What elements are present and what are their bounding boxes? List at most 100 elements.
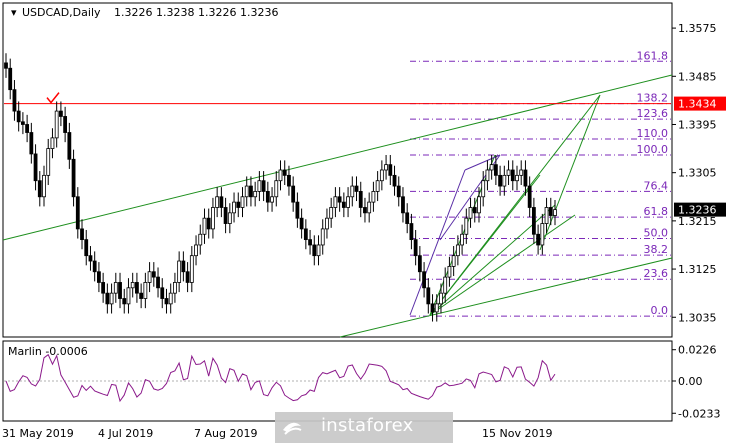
candle-body (388, 164, 393, 176)
candle (227, 203, 232, 234)
candle-body (219, 196, 224, 208)
candle (371, 181, 376, 212)
price-axis: 1.3575 1.3485 1.3395 1.3305 1.3215 1.3125 1.30… (672, 22, 726, 324)
candle (139, 283, 144, 309)
candle-body (434, 303, 439, 313)
candle-body (455, 244, 460, 257)
candle (80, 219, 84, 250)
candle-body (384, 164, 388, 171)
candle (477, 187, 481, 223)
indicator-line (5, 353, 556, 403)
candle-body (278, 169, 283, 182)
candle-body (130, 282, 135, 289)
candle-body (358, 191, 363, 208)
candle-body (464, 217, 469, 235)
price-tick-label: 1.3575 (678, 22, 717, 35)
candle-body (20, 121, 25, 125)
date-label: 15 Nov 2019 (482, 427, 552, 440)
candle (303, 219, 308, 250)
candle-body (337, 196, 342, 203)
candle (350, 176, 355, 207)
candle (291, 176, 296, 212)
candle-body (67, 132, 72, 160)
candle-body (177, 260, 182, 283)
fib-level-label: 0.0 (651, 304, 669, 317)
candle-body (156, 276, 160, 289)
price-tick-label: 1.3395 (678, 118, 717, 131)
candle (515, 165, 519, 191)
trend-line (539, 94, 601, 251)
candle (384, 155, 388, 180)
candle-body (202, 217, 207, 235)
candle (455, 235, 460, 266)
candle (447, 256, 452, 287)
candle (430, 294, 435, 322)
candle-body (227, 212, 232, 224)
candle-body (439, 292, 443, 305)
candle (320, 219, 325, 255)
fib-level-label: 138.2 (637, 92, 669, 105)
candle-body (160, 287, 165, 299)
candle (244, 176, 249, 207)
candle (105, 283, 110, 314)
candle (97, 262, 101, 293)
candle-body (249, 185, 253, 198)
price-tick-label: 1.3125 (678, 263, 717, 276)
candle-body (109, 292, 114, 305)
price-tick-label: 1.3485 (678, 70, 717, 83)
candle-body (460, 233, 464, 246)
candle (417, 246, 422, 282)
pitchfork-line (409, 169, 466, 316)
candle-body (481, 180, 486, 198)
candle (84, 229, 89, 266)
candle-body (468, 207, 473, 219)
candle (12, 80, 17, 121)
candle-body (316, 244, 321, 257)
candle (312, 235, 317, 266)
candle (257, 171, 262, 202)
candle-body (519, 169, 524, 176)
candle-body (206, 217, 211, 230)
candle (181, 251, 186, 282)
ohlc-values: 1.3226 1.3238 1.3226 1.3236 (114, 6, 278, 19)
trend-line (429, 214, 576, 316)
candle-body (443, 276, 448, 294)
candle (109, 283, 114, 314)
candle-body (375, 180, 380, 192)
candle-body (341, 201, 346, 208)
candle (67, 122, 72, 169)
candle (295, 192, 300, 228)
candle (118, 272, 122, 309)
marlin-indicator: 0.0226 0.00 -0.0233 (4, 344, 720, 420)
fib-level-label: 38.2 (644, 243, 669, 256)
candle (367, 192, 372, 223)
candle-body (63, 116, 68, 133)
candle (468, 197, 473, 228)
candle (20, 112, 25, 135)
candle (341, 192, 346, 218)
candle (282, 160, 287, 185)
candle-body (261, 180, 266, 192)
main-panel[interactable] (2, 2, 673, 338)
candle-body (168, 292, 173, 305)
price-tick-label: 1.3215 (678, 215, 717, 228)
watermark-text: instaforex (321, 415, 414, 436)
candle (439, 283, 443, 314)
candle-body (29, 132, 34, 155)
candle (493, 155, 498, 185)
candle-body (308, 239, 312, 246)
current-price-tag-text: 1.3236 (678, 204, 717, 217)
candle (544, 197, 549, 234)
candle (510, 160, 515, 191)
candle-body (536, 233, 541, 246)
candle-body (189, 255, 194, 283)
candle-body (151, 271, 156, 278)
candle-body (88, 255, 93, 262)
fib-level-label: 61.8 (644, 205, 669, 218)
candle (553, 199, 557, 226)
candle (346, 187, 350, 218)
candle (147, 262, 152, 293)
candle-body (164, 298, 169, 305)
